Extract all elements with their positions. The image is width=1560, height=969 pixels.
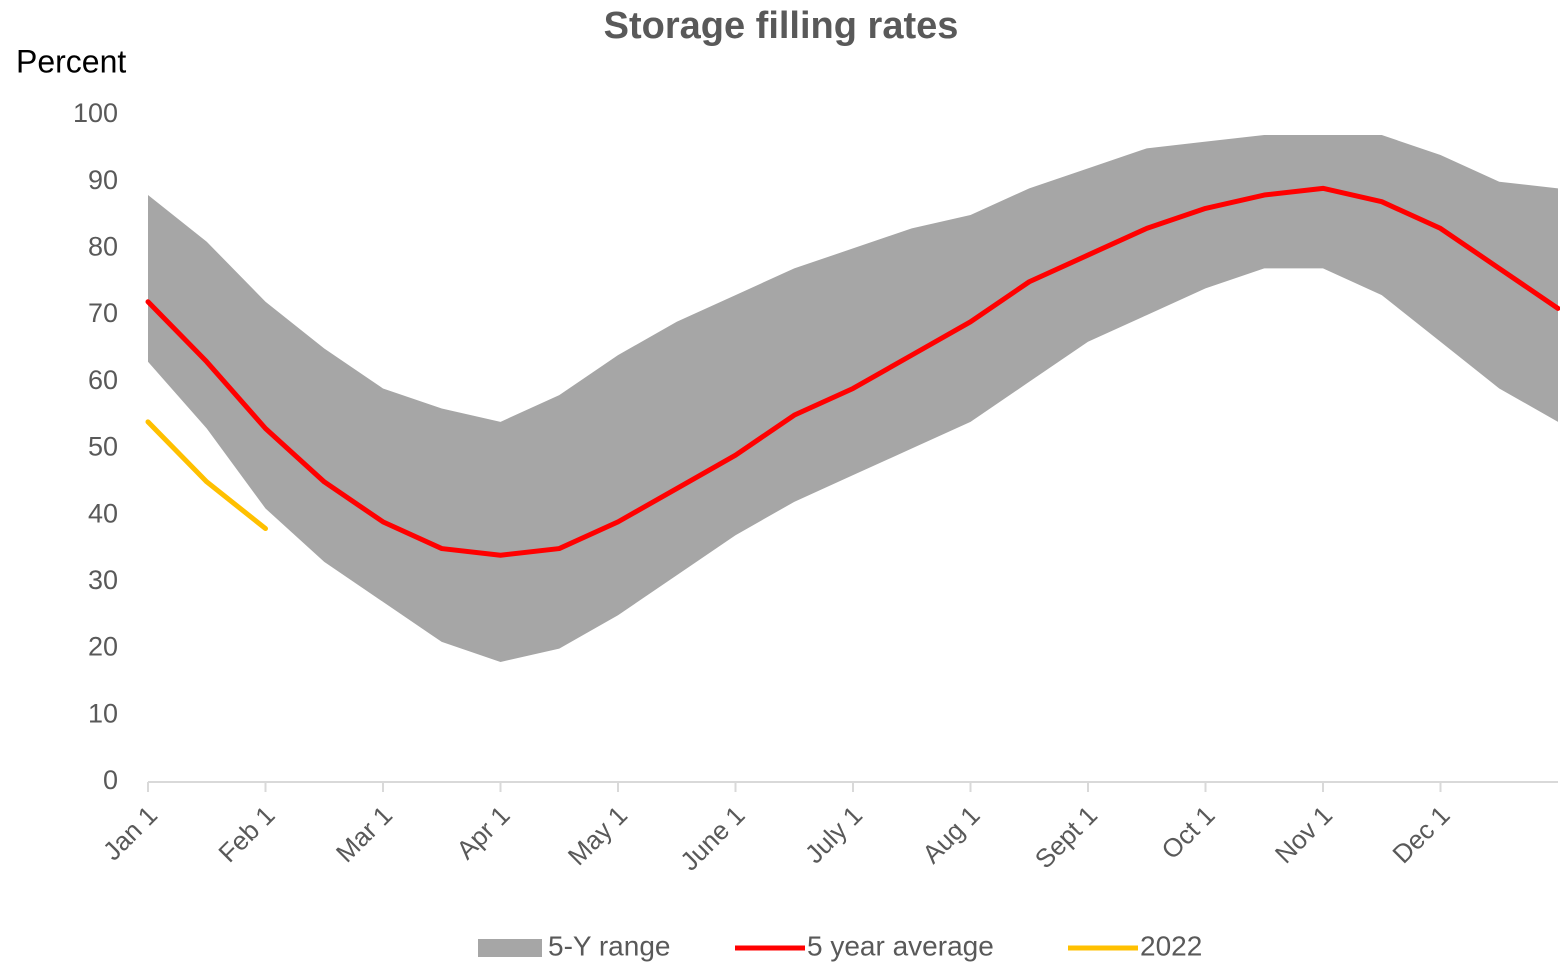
y-tick-label: 60 bbox=[88, 365, 118, 395]
x-tick-label: Jan 1 bbox=[97, 800, 163, 866]
y-tick-label: 50 bbox=[88, 432, 118, 462]
y-tick-label: 30 bbox=[88, 565, 118, 595]
chart-title: Storage filling rates bbox=[604, 5, 959, 47]
y-tick-label: 10 bbox=[88, 698, 118, 728]
x-tick-label: Feb 1 bbox=[212, 800, 280, 868]
y-tick-label: 0 bbox=[103, 765, 118, 795]
y-tick-label: 70 bbox=[88, 298, 118, 328]
y-tick-label: 90 bbox=[88, 165, 118, 195]
x-tick-label: July 1 bbox=[799, 800, 868, 869]
x-tick-label: Nov 1 bbox=[1269, 800, 1338, 869]
x-tick-label: Mar 1 bbox=[330, 800, 398, 868]
x-tick-label: Oct 1 bbox=[1155, 800, 1220, 865]
x-tick-label: Sept 1 bbox=[1029, 800, 1103, 874]
legend-swatch bbox=[478, 939, 542, 957]
legend-label: 5 year average bbox=[807, 930, 994, 961]
x-tick-label: June 1 bbox=[674, 800, 750, 876]
x-tick-label: Dec 1 bbox=[1386, 800, 1455, 869]
x-tick-label: May 1 bbox=[562, 800, 633, 871]
x-tick-label: Aug 1 bbox=[916, 800, 985, 869]
y-tick-label: 80 bbox=[88, 232, 118, 262]
y-tick-label: 40 bbox=[88, 498, 118, 528]
y-tick-label: 20 bbox=[88, 632, 118, 662]
x-tick-label: Apr 1 bbox=[450, 800, 515, 865]
range-band bbox=[148, 135, 1558, 662]
series-line bbox=[145, 185, 1560, 558]
legend-label: 5-Y range bbox=[548, 930, 670, 961]
legend-label: 2022 bbox=[1140, 930, 1202, 961]
y-tick-label: 100 bbox=[73, 98, 118, 128]
series-line bbox=[145, 419, 268, 532]
y-axis-label: Percent bbox=[16, 43, 126, 79]
